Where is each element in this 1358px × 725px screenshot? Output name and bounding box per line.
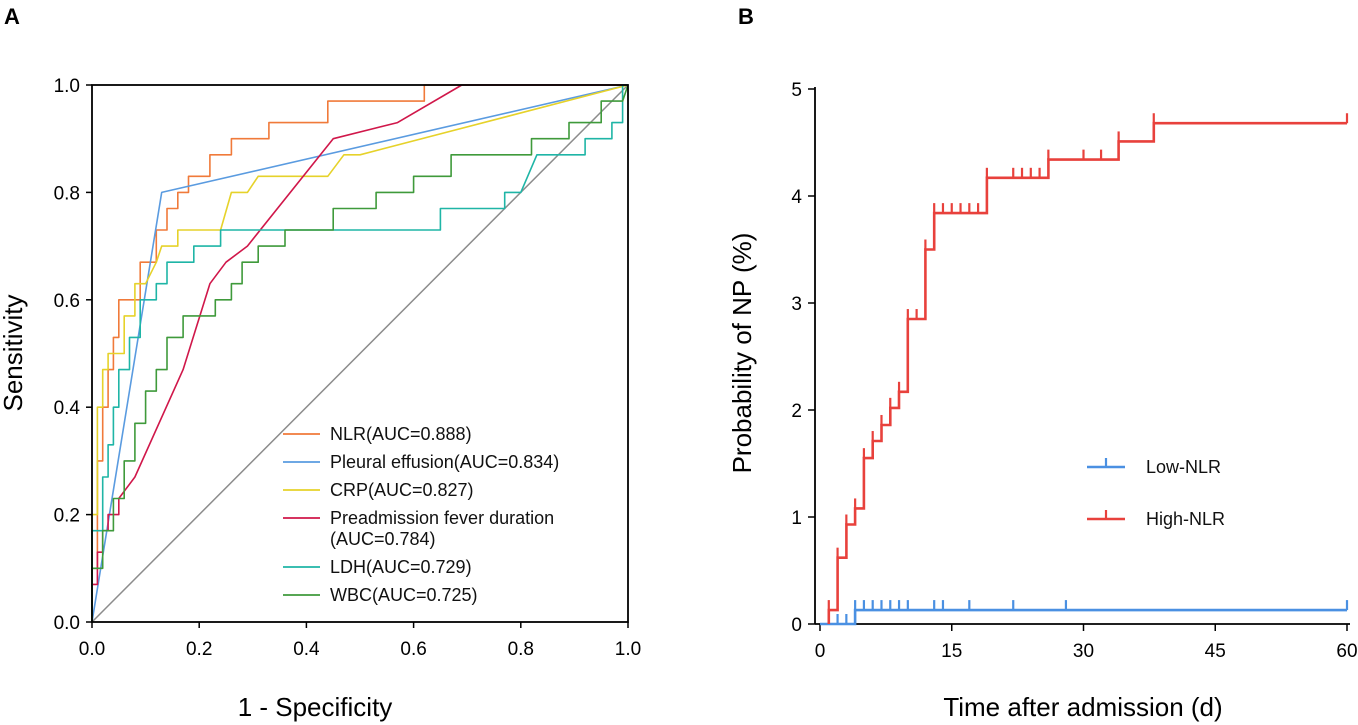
km-y-tick-label: 5 bbox=[791, 80, 802, 101]
roc-legend-label-5: LDH(AUC=0.729) bbox=[330, 557, 472, 577]
km-x-tick-label: 15 bbox=[941, 641, 962, 662]
roc-series-line-5 bbox=[91, 84, 628, 622]
km-y-tick-label: 3 bbox=[791, 294, 802, 315]
roc-x-tick-label: 0.4 bbox=[293, 639, 320, 660]
km-x-axis-label: Time after admission (d) bbox=[943, 692, 1222, 722]
roc-legend-label-4: Preadmission fever duration (AUC=0.784) bbox=[330, 508, 554, 549]
km-x-tick-label: 45 bbox=[1205, 641, 1226, 662]
km-y-tick-label: 4 bbox=[791, 187, 802, 208]
km-y-tick-label: 2 bbox=[791, 401, 802, 422]
roc-x-tick-label: 0.2 bbox=[186, 639, 212, 660]
km-y-tick-label: 1 bbox=[791, 508, 802, 529]
km-series-line-high-nlr bbox=[827, 121, 1347, 624]
roc-series-line-1 bbox=[91, 84, 628, 622]
km-x-tick-label: 30 bbox=[1073, 641, 1094, 662]
km-x-tick-label: 0 bbox=[815, 641, 826, 662]
roc-reference-line bbox=[91, 84, 629, 623]
km-legend-label-1: Low-NLR bbox=[1146, 457, 1221, 477]
roc-plot-frame bbox=[91, 84, 629, 623]
km-x-tick-label: 60 bbox=[1336, 641, 1357, 662]
roc-x-axis-label: 1 - Specificity bbox=[238, 692, 393, 722]
panel-b-label: B bbox=[738, 4, 754, 29]
roc-y-tick-label: 1.0 bbox=[54, 76, 80, 97]
roc-y-tick-label: 0.8 bbox=[54, 183, 80, 204]
km-legend-label-2: High-NLR bbox=[1146, 509, 1225, 529]
roc-legend-label-3: CRP(AUC=0.827) bbox=[330, 480, 474, 500]
km-y-tick-label: 0 bbox=[791, 615, 802, 636]
roc-legend-label-6: WBC(AUC=0.725) bbox=[330, 585, 478, 605]
roc-legend-label-1: NLR(AUC=0.888) bbox=[330, 424, 472, 444]
roc-y-tick-label: 0.6 bbox=[54, 291, 80, 312]
roc-x-tick-label: 0.6 bbox=[400, 639, 426, 660]
roc-x-tick-label: 1.0 bbox=[615, 639, 641, 660]
panel-a-label: A bbox=[4, 4, 20, 29]
roc-y-tick-label: 0.0 bbox=[54, 613, 80, 634]
roc-x-tick-label: 0.0 bbox=[79, 639, 105, 660]
roc-legend-label-2: Pleural effusion(AUC=0.834) bbox=[330, 452, 559, 472]
roc-y-tick-label: 0.4 bbox=[54, 398, 81, 419]
cumulative-incidence-chart: Time after admission (d) Probability of … bbox=[727, 80, 1358, 722]
roc-series-line-6 bbox=[91, 84, 629, 622]
km-y-axis-label: Probability of NP (%) bbox=[727, 233, 757, 474]
roc-x-tick-label: 0.8 bbox=[508, 639, 534, 660]
roc-y-axis-label: Sensitivity bbox=[0, 294, 28, 411]
km-series-line-low-nlr bbox=[820, 608, 1347, 626]
roc-series-line-3 bbox=[91, 84, 629, 622]
roc-series-line-2 bbox=[91, 84, 629, 623]
roc-y-tick-label: 0.2 bbox=[54, 506, 80, 527]
roc-chart: 1 - Specificity Sensitivity 0.0 0.2 0.4 0.6… bbox=[0, 76, 641, 722]
